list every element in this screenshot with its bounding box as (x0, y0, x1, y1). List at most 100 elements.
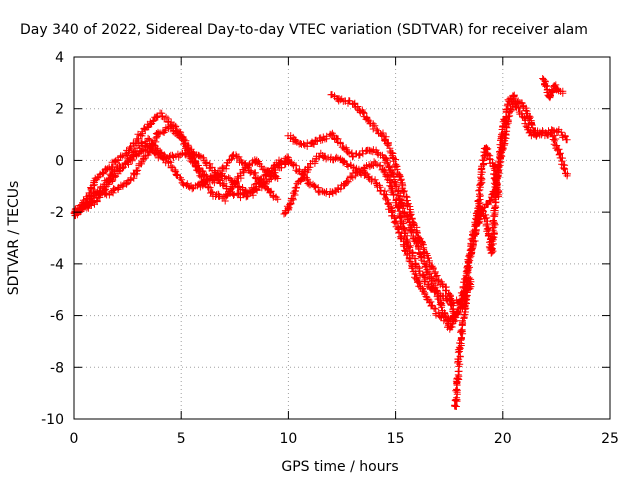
data-point (560, 154, 562, 156)
data-point (255, 190, 257, 192)
data-point (212, 193, 214, 195)
data-point (202, 172, 204, 174)
y-tick-label: -2 (50, 205, 64, 221)
data-point (116, 159, 118, 161)
data-point (94, 180, 96, 182)
data-point (502, 128, 504, 130)
data-point (459, 346, 461, 348)
data-point (549, 97, 551, 99)
data-point (169, 154, 171, 156)
data-point (405, 216, 407, 218)
data-point (341, 185, 343, 187)
data-point (416, 278, 418, 280)
data-point (362, 152, 364, 154)
data-point (472, 232, 474, 234)
data-point (491, 253, 493, 255)
data-point (234, 183, 236, 185)
data-point (127, 152, 129, 154)
data-point (536, 134, 538, 136)
data-point (191, 152, 193, 154)
y-axis-label: SDTVAR / TECUs (6, 181, 22, 296)
data-point (277, 167, 279, 169)
data-point (405, 250, 407, 252)
data-point (341, 100, 343, 102)
data-point (234, 193, 236, 195)
data-point (384, 157, 386, 159)
data-point (159, 131, 161, 133)
data-point (255, 159, 257, 161)
data-point (373, 126, 375, 128)
data-point (309, 165, 311, 167)
data-point (223, 198, 225, 200)
data-point (416, 245, 418, 247)
series-track-11 (539, 75, 567, 102)
data-point (137, 147, 139, 148)
data-point (298, 141, 300, 143)
data-point (457, 379, 459, 381)
data-point (558, 90, 560, 92)
data-point (234, 154, 236, 156)
data-point (287, 159, 289, 161)
series-track-9 (451, 94, 571, 410)
data-point (127, 183, 129, 185)
data-point (202, 157, 204, 159)
data-point (84, 209, 86, 211)
data-point (298, 170, 300, 172)
x-tick-label: 10 (279, 431, 297, 447)
x-tick-label: 15 (387, 431, 405, 447)
data-point (551, 134, 553, 136)
data-point (545, 84, 547, 86)
y-tick-label: -10 (41, 412, 64, 428)
x-tick-label: 25 (601, 431, 619, 447)
data-point (180, 154, 182, 156)
data-point (212, 175, 214, 177)
data-point (137, 154, 139, 156)
data-point (137, 136, 139, 138)
data-point (467, 268, 469, 270)
data-point (169, 121, 171, 123)
data-point (283, 214, 285, 216)
data-point (330, 193, 332, 195)
data-point (555, 128, 557, 130)
data-point (476, 224, 478, 226)
series-track-10 (472, 144, 503, 230)
data-point (159, 157, 161, 159)
data-point (459, 307, 461, 309)
data-point (562, 92, 564, 94)
data-point (223, 175, 225, 177)
data-point (148, 123, 150, 125)
data-point (277, 198, 279, 200)
data-point (384, 193, 386, 195)
data-point (566, 175, 568, 177)
y-tick-label: -6 (50, 309, 64, 325)
data-point (553, 84, 555, 86)
data-point (298, 180, 300, 182)
data-point (455, 408, 457, 410)
data-point (352, 167, 354, 169)
data-point (245, 190, 247, 192)
data-point (169, 126, 171, 128)
data-point (498, 196, 500, 198)
data-point (180, 136, 182, 138)
series-track-8 (327, 91, 460, 325)
y-tick-label: -8 (50, 360, 64, 376)
data-point (513, 95, 515, 97)
series-markers (70, 134, 292, 217)
data-point (127, 159, 129, 161)
data-point (169, 165, 171, 167)
series-markers (70, 142, 282, 217)
data-point (543, 131, 545, 133)
data-point (489, 157, 491, 159)
data-series (70, 75, 571, 410)
data-point (373, 149, 375, 151)
data-point (159, 152, 161, 154)
data-point (287, 206, 289, 208)
x-axis-label: GPS time / hours (281, 459, 398, 475)
x-tick-label: 20 (494, 431, 512, 447)
data-point (330, 157, 332, 159)
data-point (255, 175, 257, 177)
data-point (362, 167, 364, 169)
data-point (530, 134, 532, 136)
data-point (384, 136, 386, 138)
